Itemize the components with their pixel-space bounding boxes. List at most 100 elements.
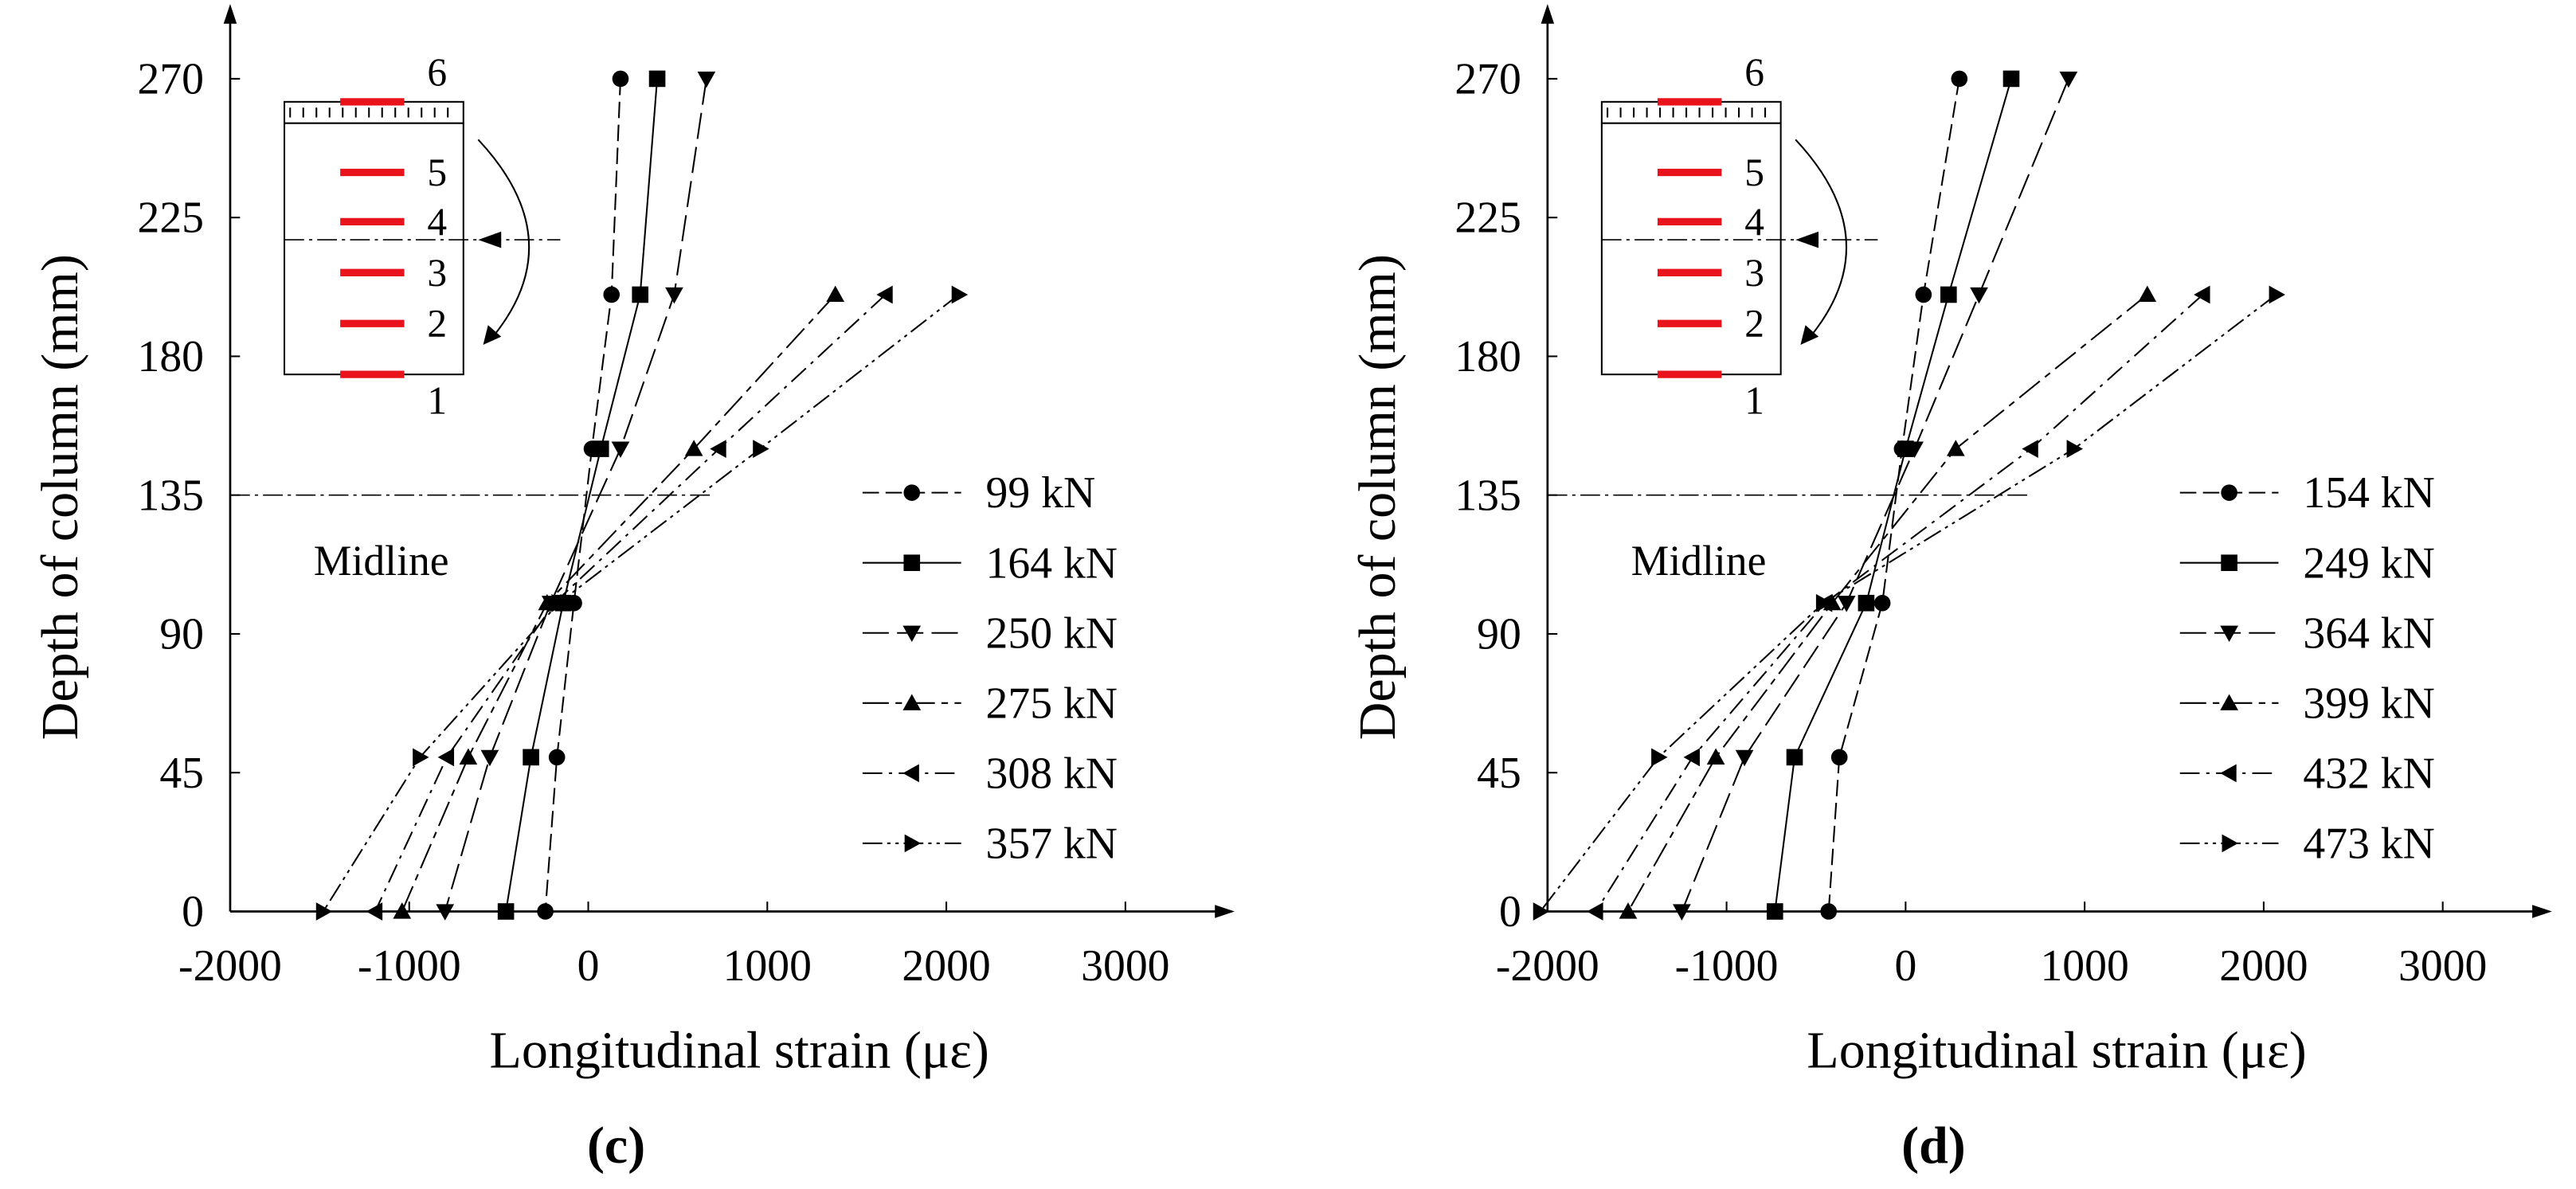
legend-marker: [2220, 625, 2238, 643]
marker: [876, 285, 893, 304]
marker: [1970, 287, 1988, 304]
marker: [753, 440, 769, 458]
marker: [1651, 748, 1668, 767]
marker: [1837, 596, 1856, 612]
marker: [437, 748, 455, 767]
y-tick-label: 270: [137, 54, 203, 104]
legend-label: 364 kN: [2303, 608, 2434, 658]
gauge-label: 6: [427, 50, 447, 94]
marker: [1858, 594, 1875, 612]
x-tick-label: 2000: [902, 941, 990, 991]
legend-marker: [903, 554, 921, 572]
x-tick-label: 2000: [2219, 941, 2308, 991]
series-line: [322, 294, 960, 913]
y-axis-title: Depth of column (mm): [31, 254, 89, 740]
x-tick-label: 3000: [2398, 941, 2487, 991]
marker: [1905, 441, 1924, 458]
marker: [1673, 904, 1691, 921]
y-tick-label: 45: [1477, 749, 1521, 798]
legend-marker: [2220, 764, 2237, 783]
marker: [1820, 903, 1838, 920]
series-line: [1595, 294, 2204, 913]
series-line: [1627, 294, 2148, 913]
series-line: [544, 78, 622, 912]
x-axis-title: Longitudinal strain (με): [1807, 1021, 2306, 1079]
marker: [1735, 749, 1754, 767]
series-line: [1827, 78, 1960, 912]
y-tick-label: 135: [1454, 471, 1521, 520]
marker: [951, 285, 969, 304]
gauge-label: 5: [427, 151, 447, 194]
marker: [413, 748, 429, 767]
gauge-label: 4: [1744, 200, 1764, 244]
legend-marker: [902, 625, 922, 643]
legend-label: 99 kN: [986, 468, 1096, 518]
x-tick-label: 0: [1894, 941, 1916, 991]
y-tick-label: 90: [1477, 610, 1521, 659]
y-tick-label: 135: [137, 471, 203, 520]
legend-marker: [904, 834, 922, 853]
y-tick-label: 45: [159, 749, 204, 798]
inset-moment-head: [483, 325, 502, 346]
inset-moment-head: [1800, 325, 1819, 346]
legend-marker: [2222, 834, 2238, 853]
y-axis-arrow: [223, 3, 237, 24]
panel-label: (c): [587, 1117, 645, 1175]
marker: [1683, 748, 1700, 767]
y-tick-label: 180: [137, 332, 203, 381]
marker: [710, 440, 726, 458]
gauge-label: 5: [1744, 151, 1764, 194]
marker: [612, 70, 629, 88]
marker: [2269, 285, 2285, 304]
series-line: [1681, 78, 2069, 912]
series-line: [374, 294, 887, 912]
legend-label: 275 kN: [986, 679, 1118, 728]
marker: [537, 903, 554, 920]
marker: [548, 749, 566, 766]
gauge-label: 1: [427, 379, 447, 423]
inset-moment: [1795, 139, 1848, 338]
legend-marker: [902, 694, 922, 710]
marker: [459, 748, 478, 765]
marker: [632, 286, 649, 303]
x-tick-label: -1000: [1675, 941, 1779, 991]
gauge-label: 6: [1744, 50, 1764, 94]
inset-arrow: [1795, 231, 1819, 248]
marker: [665, 287, 683, 304]
marker: [497, 903, 515, 920]
legend-marker: [2220, 694, 2238, 710]
y-tick-label: 0: [1499, 887, 1521, 937]
y-tick-label: 225: [1454, 194, 1521, 243]
legend-marker: [903, 484, 921, 501]
x-tick-label: -1000: [358, 941, 461, 991]
marker: [1830, 749, 1848, 766]
legend-label: 399 kN: [2303, 679, 2434, 728]
gauge-label: 2: [427, 302, 447, 346]
x-axis-title: Longitudinal strain (με): [490, 1021, 989, 1079]
marker: [2059, 71, 2078, 88]
series-line: [1774, 78, 2012, 912]
legend-label: 473 kN: [2303, 819, 2434, 868]
marker: [648, 70, 666, 88]
legend-label: 154 kN: [2303, 468, 2434, 518]
y-tick-label: 270: [1454, 54, 1521, 104]
marker: [1815, 593, 1833, 612]
legend-marker: [902, 764, 919, 783]
marker: [1533, 902, 1550, 921]
marker: [436, 904, 455, 921]
marker: [1587, 902, 1603, 921]
marker: [366, 902, 383, 921]
midline-label: Midline: [314, 537, 449, 585]
x-axis-arrow: [1215, 905, 1235, 918]
midline-label: Midline: [1631, 537, 1767, 585]
gauge-label: 2: [1744, 302, 1764, 346]
x-tick-label: -2000: [1496, 941, 1599, 991]
y-axis-title: Depth of column (mm): [1349, 254, 1407, 740]
marker: [684, 440, 703, 456]
series-line: [1540, 294, 2277, 913]
marker: [1946, 440, 1965, 456]
marker: [611, 441, 630, 458]
legend-label: 250 kN: [986, 608, 1118, 658]
gauge-label: 1: [1744, 379, 1764, 423]
marker: [592, 440, 609, 457]
